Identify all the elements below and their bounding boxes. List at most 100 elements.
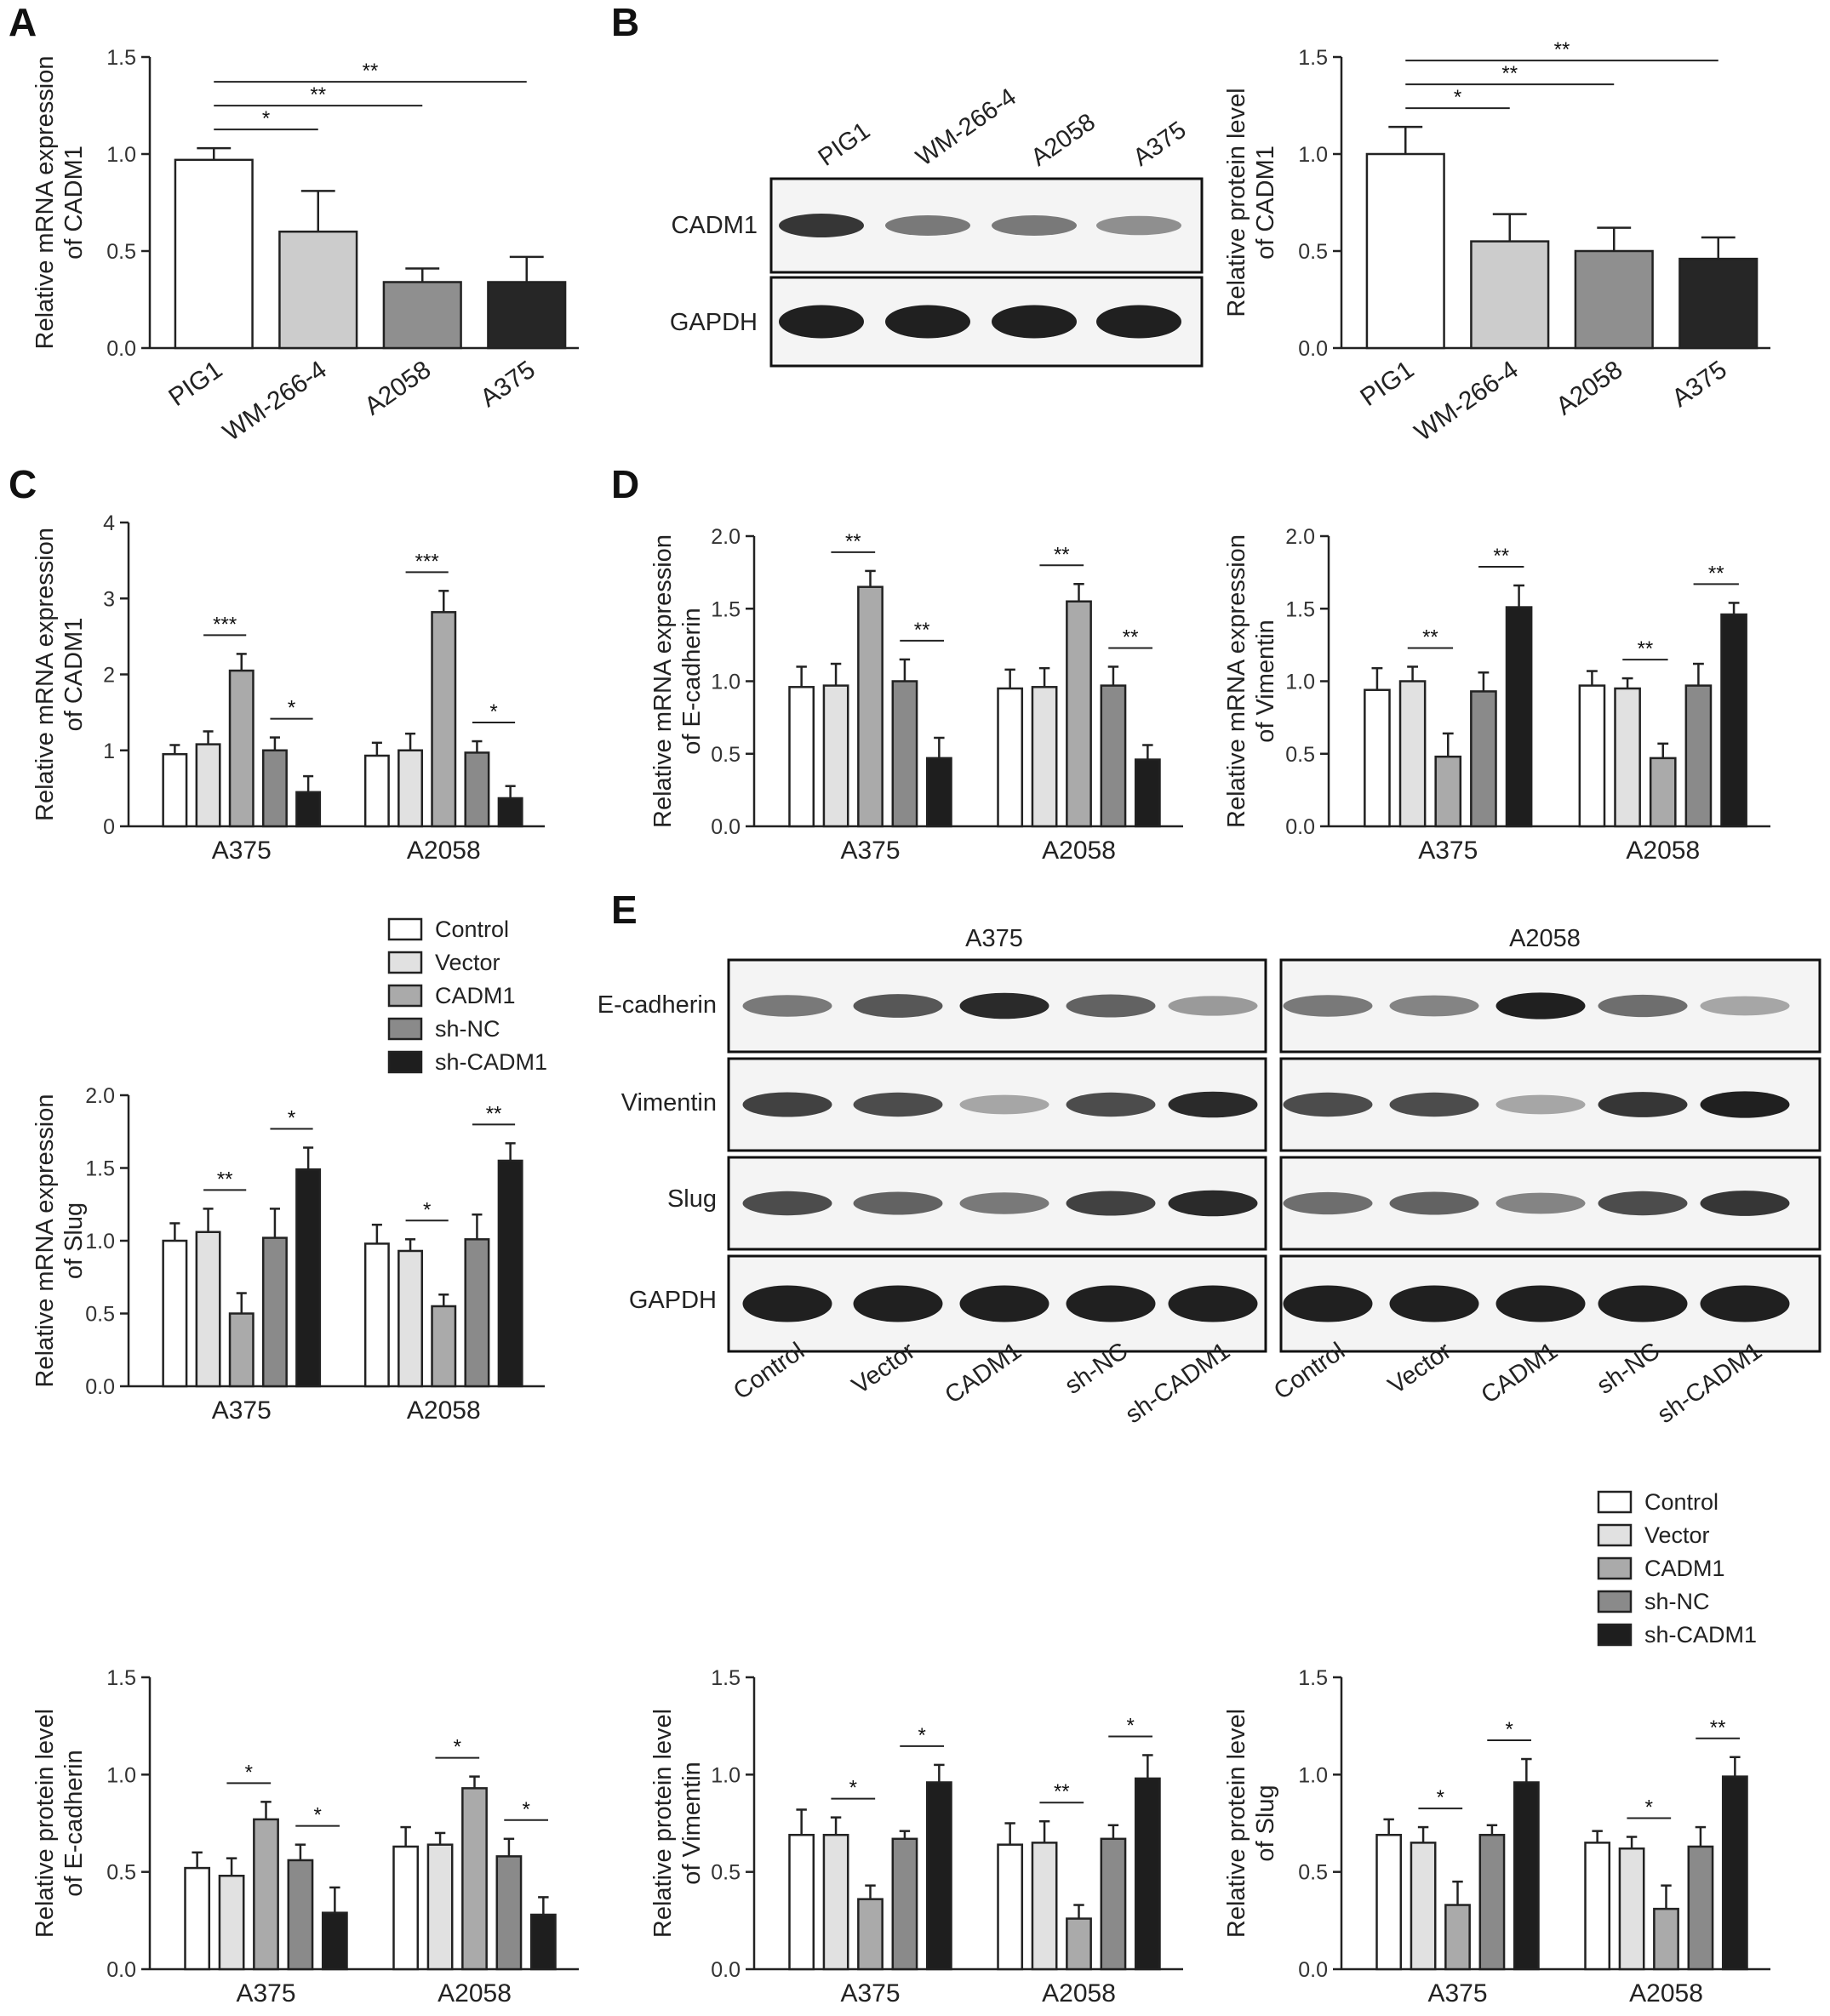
y-axis-label-line: of Vimentin [1252, 620, 1279, 743]
legend-swatch [387, 917, 423, 941]
bar [997, 687, 1024, 828]
y-axis-label-line: of E-cadherin [60, 1750, 88, 1897]
y-axis-label: Relative mRNA expressionof CADM1 [31, 56, 88, 350]
significance-label: ** [914, 619, 930, 642]
blot-band [742, 1092, 832, 1117]
y-tick-label: 1.0 [711, 1763, 741, 1787]
significance-label: ** [1123, 625, 1139, 648]
y-tick-label: 2.0 [1285, 525, 1315, 549]
y-axis-label-line: Relative protein level [31, 1709, 59, 1938]
blot-e-row-label: E-cadherin [598, 991, 717, 1019]
significance-label: * [1126, 1714, 1134, 1737]
blot-band [1066, 1285, 1156, 1322]
y-tick-label: 1.5 [711, 1666, 741, 1690]
blot-band [1389, 1285, 1479, 1322]
bar [1364, 688, 1391, 828]
x-tick-label: A2058 [1629, 1979, 1703, 2007]
blot-b-lane-label: A2058 [1027, 108, 1101, 171]
y-tick-label: 2.0 [85, 1084, 115, 1108]
y-axis-label: Relative protein levelof CADM1 [1223, 88, 1279, 317]
y-axis-label-line: Relative mRNA expression [31, 56, 59, 350]
blot-band [853, 1285, 943, 1322]
blot-band [1283, 995, 1373, 1017]
blot-b-row-label: CADM1 [671, 212, 758, 239]
bar [1434, 755, 1462, 828]
y-axis-label-line: Relative mRNA expression [31, 528, 59, 821]
significance-label: ** [363, 60, 379, 83]
bar [1470, 240, 1550, 350]
y-tick-label: 1 [103, 740, 115, 763]
x-tick-label: A2058 [359, 356, 436, 421]
bar [1720, 613, 1747, 828]
x-tick-label: A2058 [1626, 837, 1700, 865]
blot-e-group-label: A2058 [1509, 925, 1581, 952]
x-tick-label: A375 [840, 837, 900, 865]
bar [195, 743, 221, 828]
bar [174, 158, 254, 350]
western-blot-e: A375 A2058 E-cadherin Vimentin Slug GAPD… [598, 925, 1821, 1429]
y-tick-label: 4 [103, 511, 115, 535]
y-tick-label: 1.0 [85, 1230, 115, 1254]
x-tick-label: A2058 [437, 1979, 512, 2007]
x-tick-label: A2058 [1042, 837, 1116, 865]
bar [1678, 257, 1759, 350]
bar [461, 1787, 488, 1971]
y-axis-label-line: Relative protein level [1223, 88, 1250, 317]
y-tick-label: 1.5 [106, 46, 136, 70]
bar [788, 686, 815, 828]
bar [1031, 686, 1058, 828]
y-tick-label: 1.0 [1298, 1763, 1328, 1787]
bar [397, 1249, 424, 1388]
y-axis-label: Relative mRNA expressionof E-cadherin [649, 534, 706, 828]
y-tick-label: 0.0 [106, 1958, 136, 1982]
bar [822, 684, 849, 828]
bar [1578, 684, 1606, 828]
bar [497, 1159, 523, 1388]
bar [1375, 1833, 1403, 1971]
legend-swatch [387, 984, 423, 1008]
legend-swatch [387, 1050, 423, 1074]
y-tick-label: 0.0 [711, 815, 741, 839]
blot-band [1168, 1190, 1258, 1217]
bar [529, 1913, 557, 1971]
blot-band [1168, 996, 1258, 1016]
legend-label: sh-CADM1 [1644, 1622, 1757, 1648]
blot-band [959, 992, 1049, 1019]
blot-band [1495, 1285, 1586, 1322]
x-tick-label: A375 [1418, 837, 1478, 865]
significance-label: ** [1493, 545, 1509, 568]
bar [1653, 1907, 1679, 1971]
y-axis-label-line: of CADM1 [1252, 146, 1279, 260]
bar [382, 281, 462, 350]
y-tick-label: 0.5 [106, 1861, 136, 1885]
bar [228, 669, 254, 828]
x-tick-label: A2058 [407, 1396, 481, 1425]
bar [857, 585, 884, 828]
bar [857, 1898, 884, 1971]
chart-panel-a-mrna-cadm1: 0.0 0.5 1.0 1.5 Relative mRNA expressionof C… [31, 46, 579, 447]
bar [891, 680, 918, 828]
y-axis-label-line: of Vimentin [678, 1762, 706, 1885]
significance-label: *** [213, 613, 237, 636]
legend-label: CADM1 [435, 983, 516, 1008]
bar [925, 1781, 952, 1971]
bar [261, 1236, 288, 1388]
y-tick-label: 1.0 [106, 1763, 136, 1787]
y-tick-label: 1.0 [1298, 143, 1328, 167]
significance-label: ** [310, 83, 326, 106]
x-tick-label: PIG1 [1355, 356, 1419, 412]
y-tick-label: 1.5 [711, 597, 741, 621]
y-axis-label: Relative mRNA expressionof Vimentin [1223, 534, 1279, 828]
x-tick-label: A375 [212, 1396, 272, 1425]
panel-label-c: C [9, 462, 37, 506]
legend-swatch [387, 951, 423, 974]
y-axis-label-line: Relative protein level [649, 1709, 677, 1938]
y-tick-label: 0.5 [1298, 1861, 1328, 1885]
bar [287, 1859, 314, 1971]
legend-label: sh-CADM1 [435, 1049, 547, 1075]
blot-band [1283, 1285, 1373, 1322]
bar [278, 230, 358, 350]
